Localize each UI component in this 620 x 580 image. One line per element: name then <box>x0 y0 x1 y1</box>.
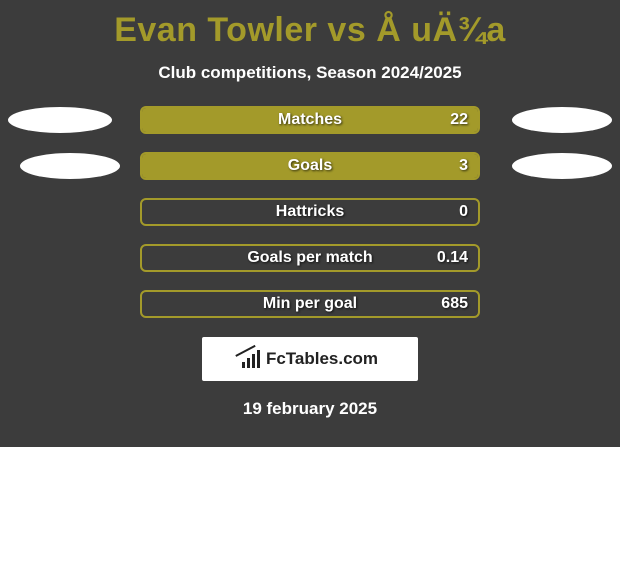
logo-box: FcTables.com <box>202 337 418 381</box>
logo-text: FcTables.com <box>266 349 378 369</box>
stat-label: Min per goal <box>263 295 357 313</box>
stat-label: Goals <box>288 157 332 175</box>
stat-row: Min per goal 685 <box>0 281 620 327</box>
stat-bar: Matches 22 <box>140 106 480 134</box>
stat-bar: Hattricks 0 <box>140 198 480 226</box>
stat-label: Hattricks <box>276 203 344 221</box>
chart-icon <box>242 350 262 368</box>
stat-row: Goals per match 0.14 <box>0 235 620 281</box>
blob-left <box>20 153 120 179</box>
stat-row: Matches 22 <box>0 97 620 143</box>
stat-value: 0.14 <box>437 249 468 267</box>
stat-label: Matches <box>278 111 342 129</box>
page-title: Evan Towler vs Å uÄ¾a <box>0 4 620 53</box>
stat-row: Goals 3 <box>0 143 620 189</box>
subtitle: Club competitions, Season 2024/2025 <box>0 63 620 83</box>
stat-label: Goals per match <box>247 249 372 267</box>
blob-left <box>8 107 112 133</box>
blob-right <box>512 107 612 133</box>
stat-bar: Goals per match 0.14 <box>140 244 480 272</box>
stat-value: 685 <box>441 295 468 313</box>
stat-bar: Min per goal 685 <box>140 290 480 318</box>
blob-right <box>512 153 612 179</box>
stats-rows: Matches 22 Goals 3 Hattricks 0 Goals per match… <box>0 97 620 327</box>
stat-row: Hattricks 0 <box>0 189 620 235</box>
date-text: 19 february 2025 <box>0 399 620 419</box>
stats-card: Evan Towler vs Å uÄ¾a Club competitions,… <box>0 0 620 447</box>
stat-value: 22 <box>450 111 468 129</box>
stat-value: 3 <box>459 157 468 175</box>
stat-value: 0 <box>459 203 468 221</box>
stat-bar: Goals 3 <box>140 152 480 180</box>
